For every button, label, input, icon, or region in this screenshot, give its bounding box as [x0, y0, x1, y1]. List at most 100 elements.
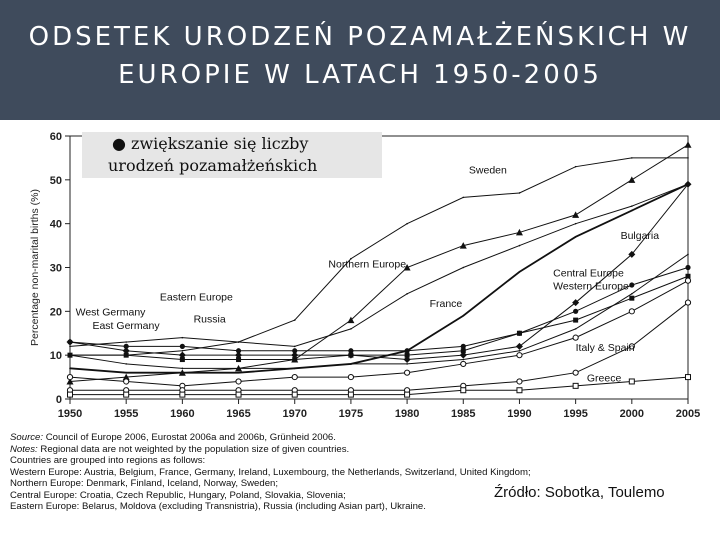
x-tick-label: 1985 — [451, 408, 475, 420]
data-point — [348, 348, 354, 354]
data-point — [628, 176, 636, 183]
source-note-line: Countries are grouped into regions as fo… — [10, 455, 205, 466]
x-tick-label: 1950 — [58, 408, 82, 420]
source-note-line: Northern Europe: Denmark, Finland, Icela… — [10, 478, 278, 489]
series-line — [70, 376, 689, 396]
data-point — [67, 391, 73, 398]
annotation-label: Eastern Europe — [160, 291, 233, 303]
annotation-label: West Germany — [76, 307, 147, 319]
x-tick-label: 2000 — [620, 408, 644, 420]
legend-line-2: urodzeń pozamałżeńskich — [108, 156, 318, 175]
data-point — [572, 299, 580, 307]
data-point — [687, 157, 689, 159]
data-point — [181, 349, 184, 352]
data-point — [237, 367, 240, 370]
data-point — [350, 257, 352, 260]
series-line — [70, 275, 689, 361]
data-point — [629, 282, 635, 288]
data-point — [462, 266, 465, 269]
data-point — [237, 371, 240, 374]
data-point — [631, 157, 633, 159]
annotation-label: Italy & Spain — [576, 342, 635, 354]
source-note-text: Council of Europe 2006, Eurostat 2006a a… — [43, 432, 336, 443]
data-point — [123, 352, 129, 358]
data-point — [69, 354, 71, 356]
source-note-line: Source: Council of Europe 2006, Eurostat… — [10, 432, 336, 443]
data-point — [462, 358, 465, 361]
slide-title-line1: ODSETEK URODZEŃ POZAMAŁŻEŃSKICH W — [28, 22, 692, 52]
data-point — [685, 264, 691, 271]
data-point — [236, 357, 242, 363]
data-point — [518, 349, 521, 352]
data-point — [403, 356, 411, 364]
data-point — [518, 244, 521, 247]
data-point — [181, 367, 184, 370]
y-tick-label: 0 — [56, 394, 62, 406]
data-point — [516, 387, 523, 394]
data-point — [516, 378, 523, 385]
legend-line-1: ● zwiększanie się liczby — [112, 134, 309, 153]
annotation-label: Russia — [194, 313, 226, 325]
data-point — [460, 343, 466, 349]
data-point — [574, 328, 577, 330]
data-point — [125, 371, 127, 374]
annotation-label: Greece — [587, 372, 622, 384]
annotation-label: East Germany — [92, 320, 160, 332]
data-point — [518, 192, 521, 194]
x-tick-label: 1965 — [226, 408, 250, 420]
data-point — [179, 343, 185, 349]
data-point — [574, 236, 577, 238]
data-point — [125, 363, 127, 365]
data-point — [572, 334, 579, 341]
data-point — [292, 357, 298, 363]
data-point — [347, 391, 354, 398]
source-note-line: Notes: Regional data are not weighted by… — [10, 444, 349, 455]
series-line — [69, 183, 689, 361]
data-point — [66, 373, 74, 381]
legend-box: ● zwiększanie się liczby urodzeń pozamał… — [82, 132, 382, 178]
data-point — [406, 222, 408, 225]
data-point — [684, 277, 692, 284]
data-point — [572, 382, 579, 389]
data-point — [574, 222, 577, 225]
data-point — [403, 264, 411, 271]
data-point — [628, 378, 635, 385]
series-line — [70, 302, 689, 391]
annotation-label: Central Europe — [553, 267, 624, 279]
y-tick-label: 40 — [50, 219, 62, 231]
data-point — [631, 209, 633, 212]
data-point — [629, 295, 635, 301]
data-point — [123, 343, 129, 349]
data-point — [66, 377, 74, 385]
data-point — [628, 308, 635, 315]
source-note-text: Western Europe: Austria, Belgium, France… — [10, 466, 531, 478]
data-point — [628, 343, 635, 350]
chart-figure: 0 10 20 30 40 50 60 1950 1955 1960 1965 1970 1975 198… — [10, 124, 710, 536]
data-point — [291, 373, 298, 381]
data-point — [66, 338, 74, 346]
x-tick-label: 1975 — [339, 408, 363, 420]
data-point — [572, 211, 580, 218]
data-point — [237, 341, 240, 343]
data-point — [573, 317, 579, 323]
data-point — [459, 242, 467, 249]
data-point — [291, 351, 299, 359]
x-tick-label: 1990 — [507, 408, 531, 420]
slide-title: ODSETEK URODZEŃ POZAMAŁŻEŃSKICH W EUROPI… — [0, 0, 720, 94]
y-tick-label: 10 — [50, 350, 62, 362]
data-point — [125, 341, 127, 343]
source-note-text: Eastern Europe: Belarus, Moldova (exclud… — [10, 501, 426, 512]
data-point — [685, 374, 691, 381]
data-point — [631, 205, 633, 207]
x-tick-label: 1995 — [563, 408, 587, 420]
data-point — [69, 345, 71, 348]
data-point — [404, 348, 410, 354]
data-point — [406, 363, 408, 365]
data-point — [404, 391, 411, 398]
data-point — [515, 228, 523, 236]
series-line — [70, 157, 688, 356]
data-point — [350, 363, 352, 365]
data-point — [685, 273, 691, 279]
data-point — [293, 367, 296, 370]
data-point — [460, 360, 467, 368]
